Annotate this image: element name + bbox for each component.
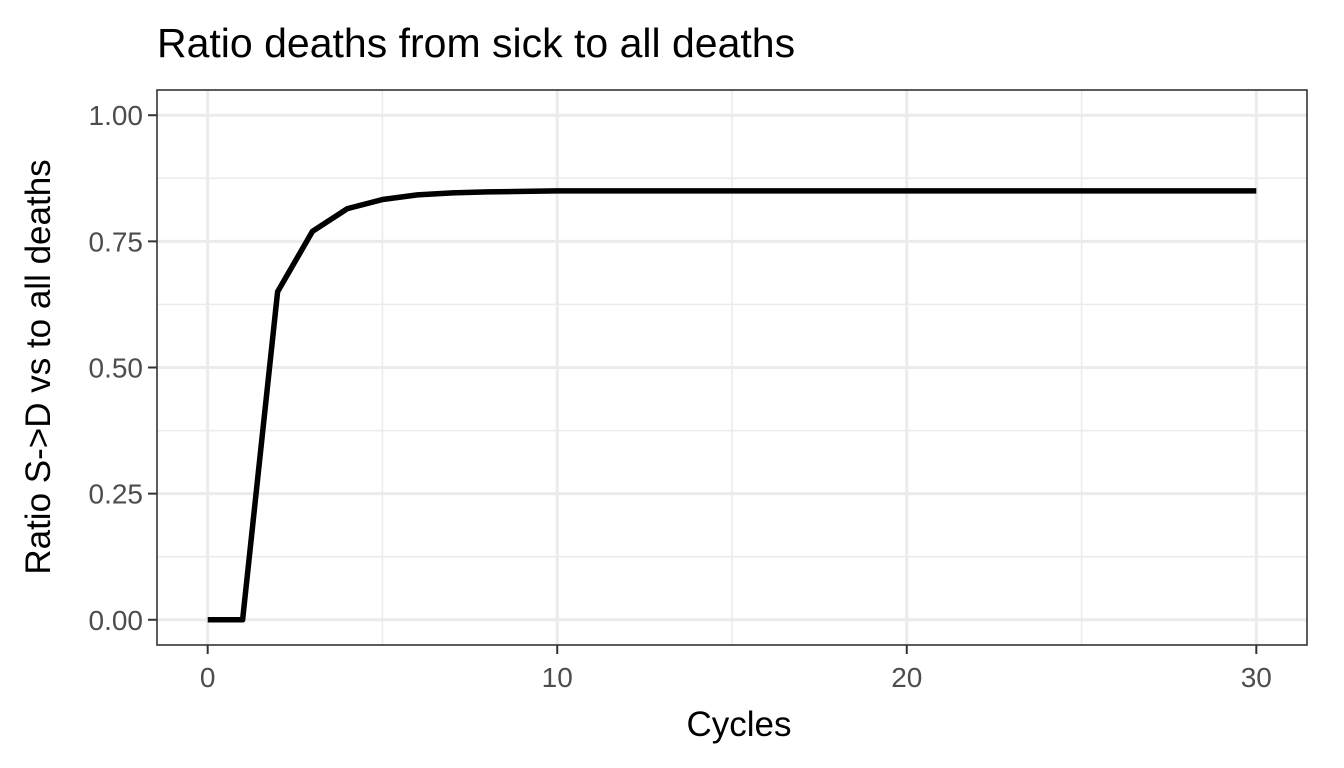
chart-title: Ratio deaths from sick to all deaths — [157, 20, 795, 66]
y-tick-label: 0.75 — [89, 226, 144, 257]
x-axis-label: Cycles — [686, 705, 791, 744]
x-tick-label: 0 — [200, 662, 216, 693]
x-tick-label: 10 — [542, 662, 573, 693]
series-line — [207, 188, 1257, 623]
x-axis-ticks: 0 10 20 30 — [200, 645, 1272, 693]
y-axis-label: Ratio S->D vs to all deaths — [19, 159, 58, 574]
x-tick-label: 30 — [1241, 662, 1272, 693]
major-gridlines — [157, 90, 1307, 645]
y-tick-label: 0.50 — [89, 353, 144, 384]
x-tick-label: 20 — [891, 662, 922, 693]
y-axis-ticks: 0.00 0.25 0.50 0.75 1.00 — [89, 100, 157, 636]
y-tick-label: 0.00 — [89, 605, 144, 636]
series-layer — [207, 188, 1257, 623]
y-tick-label: 1.00 — [89, 100, 144, 131]
y-tick-label: 0.25 — [89, 479, 144, 510]
